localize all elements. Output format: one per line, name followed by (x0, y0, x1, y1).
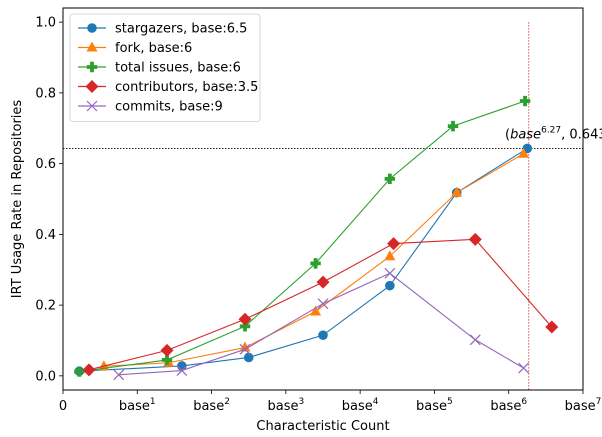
legend-label-0: stargazers, base:6.5 (115, 22, 247, 37)
data-point-3-4 (387, 237, 401, 251)
series-group (74, 95, 559, 381)
data-point-4-4 (384, 267, 396, 279)
legend-marker-0 (87, 23, 97, 33)
data-point-0-2 (243, 352, 254, 363)
data-point-3-3 (316, 275, 330, 289)
data-point-2-6 (519, 95, 531, 107)
legend-label-2: total issues, base:6 (115, 61, 241, 76)
x-tick-label-6: base6 (490, 397, 527, 414)
legend-marker-4 (86, 100, 98, 112)
data-point-2-3 (310, 258, 321, 269)
data-point-3-1 (160, 343, 174, 357)
data-point-2-2 (239, 321, 251, 332)
data-point-4-6 (518, 362, 529, 374)
data-point-4-5 (469, 334, 481, 346)
legend-label-3: contributors, base:3.5 (115, 80, 258, 95)
data-point-0-3 (318, 330, 328, 340)
series-3 (82, 232, 559, 377)
y-tick-label-3: 0.6 (35, 157, 56, 172)
legend-label-1: fork, base:6 (115, 41, 192, 56)
data-point-4-3 (317, 298, 329, 310)
data-point-1-6 (518, 147, 530, 158)
x-tick-label-2: base2 (193, 397, 230, 414)
x-tick-label-3: base3 (267, 397, 304, 414)
annotation-label: (base6.27, 0.643) (505, 125, 602, 142)
data-point-3-5 (468, 232, 482, 246)
series-2 (74, 95, 531, 377)
series-1 (98, 147, 530, 371)
data-point-2-1 (161, 354, 173, 366)
data-point-0-4 (385, 280, 395, 291)
data-point-1-4 (384, 250, 396, 261)
x-tick-label-4: base4 (342, 397, 379, 414)
legend-label-4: commits, base:9 (115, 100, 223, 115)
data-point-1-5 (451, 186, 463, 197)
legend: stargazers, base:6.5 fork, base:6 total is… (69, 13, 261, 122)
y-tick-label-4: 0.8 (35, 86, 56, 101)
plot-frame (62, 7, 584, 391)
data-point-2-4 (384, 173, 396, 185)
legend-box (69, 13, 261, 122)
x-tick-label-5: base5 (416, 397, 453, 414)
data-point-1-3 (310, 305, 322, 316)
x-tick-label-0: 0 (59, 399, 67, 414)
data-point-2-0 (74, 366, 85, 377)
data-point-1-2 (239, 341, 251, 352)
y-axis: 0.0 0.2 0.4 0.6 0.8 1.0 (35, 16, 63, 384)
data-point-3-2 (238, 312, 252, 326)
data-point-3-6 (545, 320, 559, 334)
x-axis-label: Characteristic Count (256, 419, 389, 434)
y-tick-label-1: 0.2 (35, 299, 56, 314)
y-axis-label: IRT Usage Rate in Repositories (10, 100, 25, 299)
legend-marker-1 (86, 41, 98, 52)
reference-lines (63, 22, 583, 390)
series-4 (113, 267, 529, 381)
x-tick-label-1: base1 (119, 397, 156, 414)
y-tick-label-5: 1.0 (35, 16, 56, 31)
data-point-4-2 (239, 343, 251, 355)
y-tick-label-2: 0.4 (35, 228, 56, 243)
data-point-4-1 (176, 365, 188, 376)
data-point-3-0 (82, 363, 96, 377)
data-point-2-5 (447, 120, 459, 132)
legend-marker-2 (86, 61, 98, 73)
x-tick-label-7: base7 (565, 397, 602, 414)
data-point-4-0 (113, 369, 125, 381)
x-axis: 0 base1 base2 base3 base4 base5 base6 base7 (59, 390, 602, 414)
y-tick-label-0: 0.0 (35, 369, 56, 384)
legend-marker-3 (85, 80, 99, 93)
